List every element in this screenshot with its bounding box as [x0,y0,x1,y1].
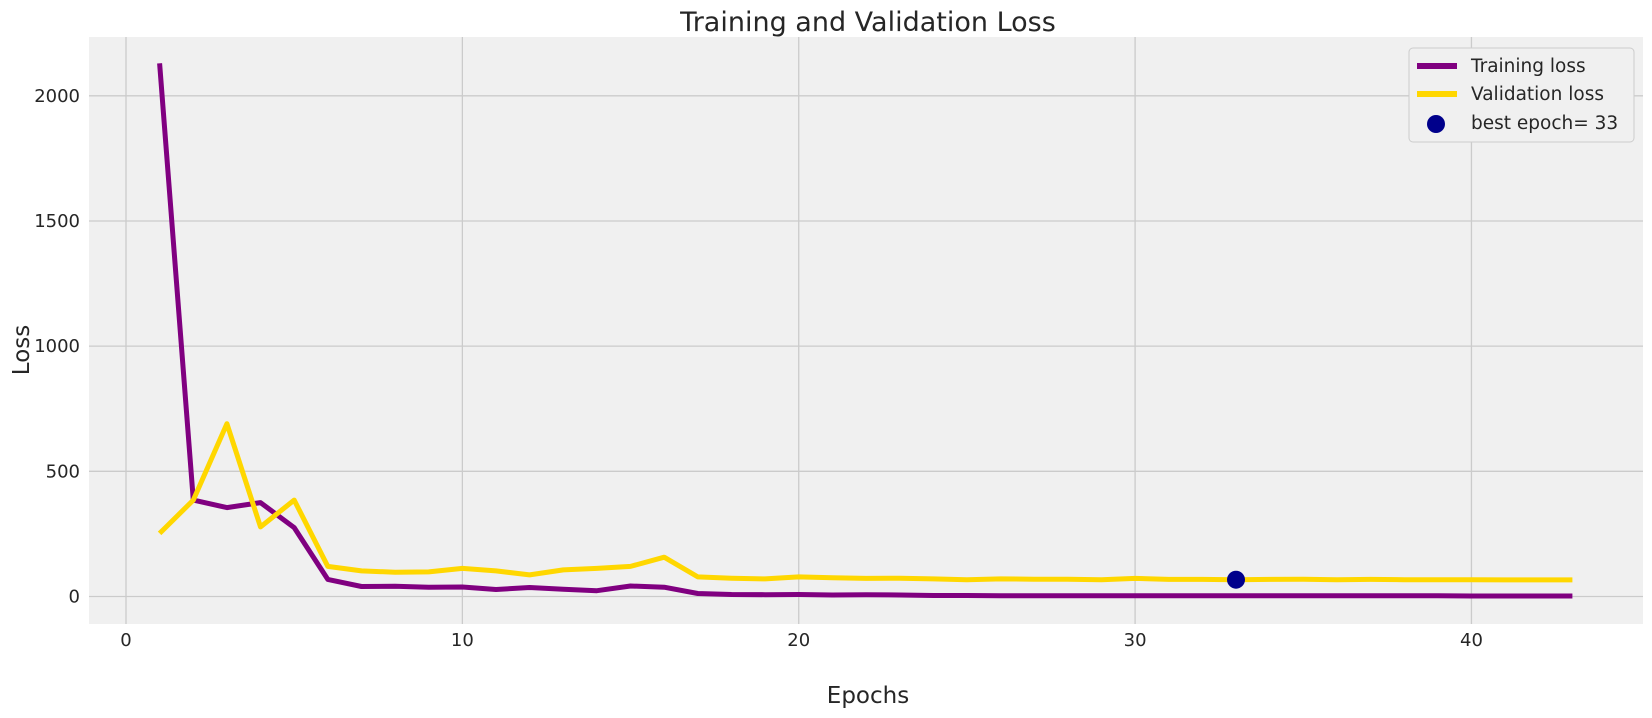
tick-labels: 0 10 20 30 40 0 500 1000 1500 2000 [34,86,1483,651]
y-tick-label: 1500 [34,211,80,232]
y-tick-label: 1000 [34,336,80,357]
y-tick-label: 0 [69,586,80,607]
plot-area [89,37,1643,624]
legend-label-best-epoch: best epoch= 33 [1471,113,1618,134]
x-axis-label: Epochs [827,683,909,709]
x-tick-label: 10 [451,630,474,651]
x-tick-label: 0 [120,630,131,651]
series-line-training-loss [157,63,1573,599]
chart-title: Training and Validation Loss [679,7,1056,38]
y-tick-label: 2000 [34,86,80,107]
y-tick-label: 500 [46,461,80,482]
legend-box [1408,47,1635,143]
legend-label-training-loss: Training loss [1470,56,1586,77]
x-tick-label: 40 [1460,630,1483,651]
best-epoch-marker [1227,570,1245,589]
series-line-validation-loss [157,421,1573,583]
legend-swatch-best-epoch [1427,115,1445,133]
y-axis-label: Loss [9,325,35,375]
best-epoch-marker-group [1227,570,1245,589]
x-tick-label: 20 [787,630,810,651]
x-tick-label: 30 [1124,630,1147,651]
series-lines [157,63,1573,599]
legend-label-validation-loss: Validation loss [1471,84,1604,105]
legend: Training loss Validation loss best epoch… [1408,47,1635,143]
